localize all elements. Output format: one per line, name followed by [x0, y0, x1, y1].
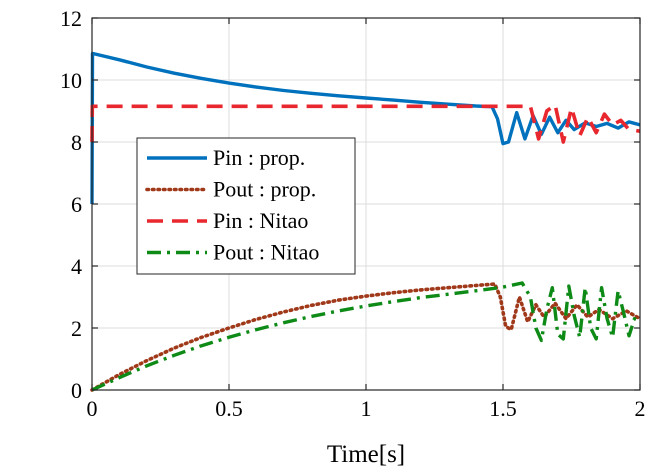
legend-label: Pout : prop.: [213, 177, 316, 202]
x-tick-label: 1.5: [489, 396, 517, 421]
x-tick-label: 0: [87, 396, 98, 421]
legend-box: [136, 137, 356, 275]
y-tick-label: 12: [60, 6, 82, 31]
series-group: [90, 51, 642, 392]
x-tick-label: 2: [635, 396, 646, 421]
tick-marks: [91, 17, 641, 391]
y-tick-label: 8: [71, 130, 82, 155]
x-tick-labels: 0 0.5 1 1.5 2: [87, 396, 646, 421]
y-tick-label: 6: [71, 192, 82, 217]
legend-label: Pout : Nitao: [213, 240, 319, 265]
x-axis-label: Time[s]: [327, 441, 405, 468]
series-line-pin-nitao: [90, 103, 641, 144]
legend-label: Pin : prop.: [213, 145, 305, 170]
legend-label: Pin : Nitao: [213, 208, 308, 233]
x-tick-label: 1: [361, 396, 372, 421]
y-tick-label: 0: [71, 378, 82, 403]
y-tick-label: 4: [71, 254, 82, 279]
series-line-pout-prop: [90, 282, 642, 392]
y-tick-labels: 0 2 4 6 8 10 12: [60, 6, 82, 403]
y-tick-label: 10: [60, 68, 82, 93]
series-line-pout-nitao: [91, 281, 641, 392]
legend: Pin : prop. Pout : prop. Pin : Nitao Pout :…: [136, 137, 356, 275]
x-tick-label: 0.5: [215, 396, 243, 421]
y-tick-label: 2: [71, 316, 82, 341]
